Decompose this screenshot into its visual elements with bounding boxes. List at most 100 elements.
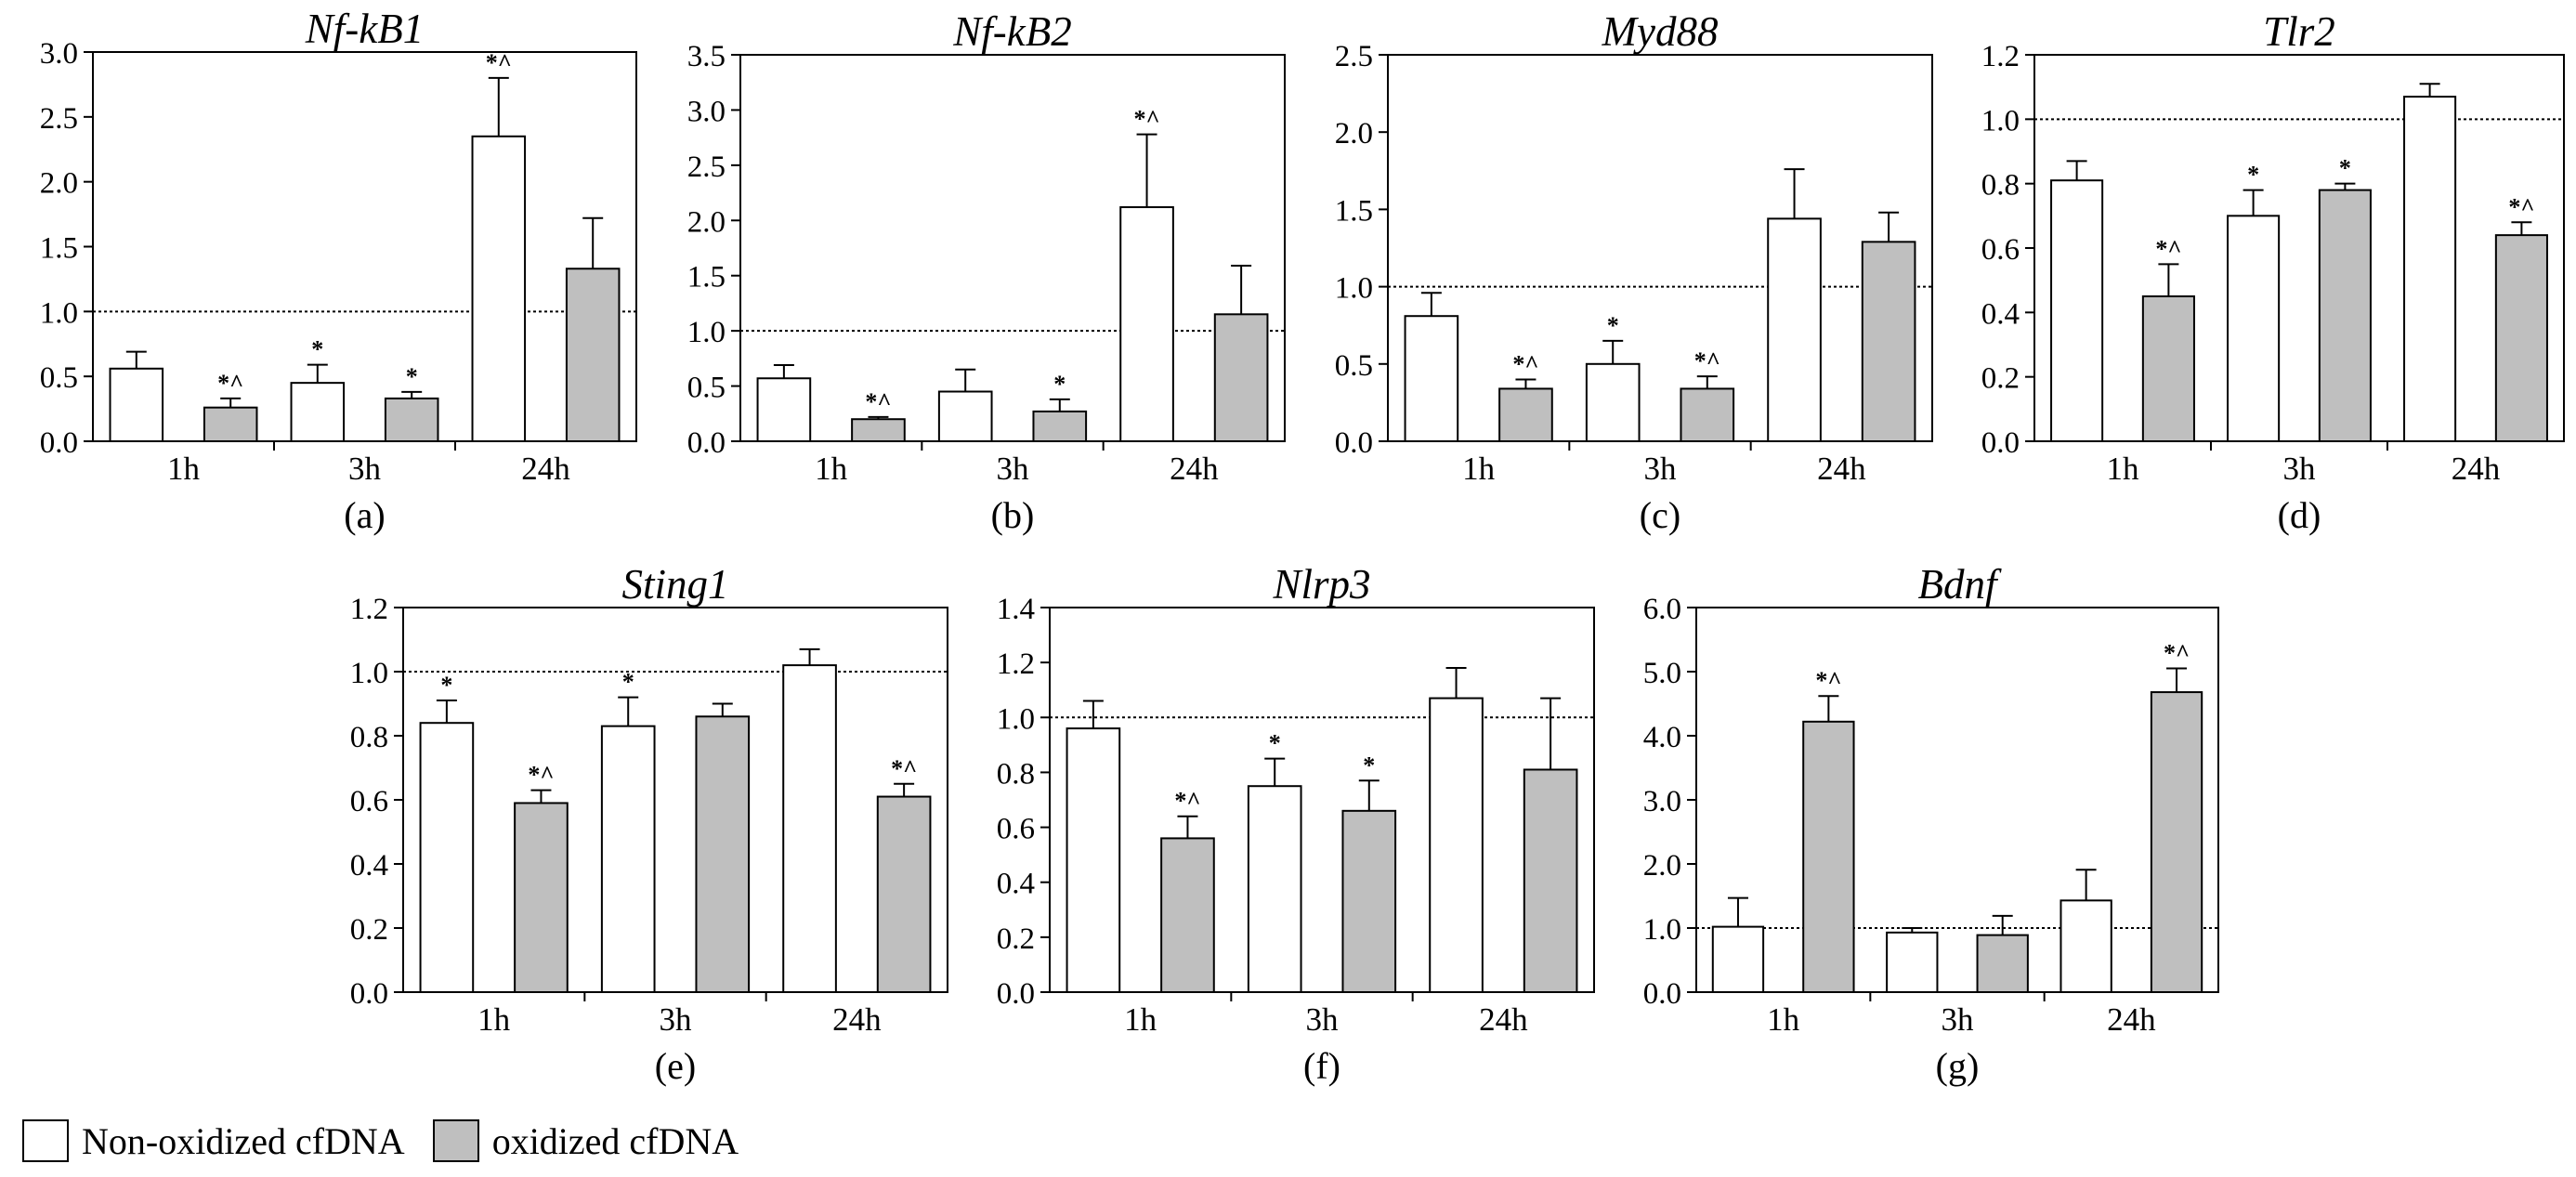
x-tick-label-1h: 1h [2107, 451, 2140, 487]
panel-label: (f) [1303, 1045, 1340, 1087]
legend-swatch-non-oxidized [22, 1119, 69, 1162]
x-tick-label-1h: 1h [1767, 1001, 1800, 1038]
chart-title: Nf-kB2 [952, 8, 1071, 55]
significance-marker: * [1269, 730, 1281, 757]
y-tick-label: 1.0 [1335, 272, 1373, 306]
y-tick-label: 0.5 [687, 372, 726, 405]
bar-non-oxidized-1h [1066, 727, 1121, 993]
y-tick-label: 0.6 [1981, 233, 2020, 267]
legend-label-oxidized: oxidized cfDNA [491, 1119, 739, 1162]
y-tick-label: 0.8 [1981, 169, 2020, 203]
y-tick-label: 1.4 [997, 593, 1035, 626]
bar-oxidized-1h [203, 406, 258, 443]
significance-marker: *^ [2508, 193, 2534, 220]
bar-non-oxidized-1h [109, 367, 164, 442]
y-tick-label: 0.4 [997, 868, 1035, 901]
x-tick-label-1h: 1h [477, 1001, 511, 1038]
chart-title: Nf-kB1 [305, 6, 424, 52]
bar-non-oxidized-3h [1585, 362, 1641, 442]
bar-non-oxidized-3h [2227, 215, 2281, 442]
y-tick-label: 2.5 [40, 102, 78, 136]
x-tick-label-24h: 24h [1479, 1001, 1528, 1038]
significance-marker: *^ [1174, 788, 1200, 815]
x-tick-label-3h: 3h [1306, 1001, 1340, 1038]
panel-label: (d) [2278, 494, 2321, 536]
legend: Non-oxidized cfDNA oxidized cfDNA [22, 1115, 739, 1167]
y-tick-label: 2.0 [1335, 117, 1373, 150]
bar-oxidized-24h [1523, 768, 1578, 993]
bar-oxidized-24h [876, 795, 932, 993]
y-tick-label: 2.0 [687, 205, 726, 239]
y-tick-label: 2.0 [1643, 849, 1681, 883]
bar-oxidized-1h [851, 418, 906, 443]
y-tick-label: 0.6 [997, 813, 1035, 846]
chart-panel--g-: 0.0 1.0 2.0 3.0 4.0 5.0 6.0 *^ 1h 3h *^ 24h Bdnf (g) [1643, 561, 2219, 1087]
bar-oxidized-3h [1680, 387, 1735, 443]
bar-non-oxidized-1h [2050, 179, 2104, 442]
significance-marker: *^ [486, 49, 512, 76]
significance-marker: * [406, 363, 418, 390]
chart-panel--d-: 0.0 0.2 0.4 0.6 0.8 1.0 1.2 *^ 1h * * 3h *^ 24h Tlr2 (d… [1981, 8, 2565, 536]
significance-marker: * [1607, 312, 1619, 339]
bar-non-oxidized-1h [1404, 315, 1459, 442]
y-tick-label: 0.5 [40, 361, 78, 395]
x-tick-label-1h: 1h [167, 451, 201, 487]
significance-marker: * [2339, 155, 2351, 182]
y-tick-label: 0.0 [1643, 977, 1681, 1011]
significance-marker: *^ [217, 370, 243, 397]
significance-marker: * [440, 672, 452, 699]
y-tick-label: 0.2 [997, 922, 1035, 956]
panel-label: (c) [1640, 494, 1680, 536]
significance-marker: * [311, 336, 323, 363]
y-tick-label: 5.0 [1643, 657, 1681, 690]
significance-marker: *^ [1815, 667, 1841, 694]
x-tick-label-24h: 24h [832, 1001, 882, 1038]
bar-non-oxidized-24h [471, 135, 527, 443]
plot-frame [1387, 54, 1933, 442]
x-tick-label-24h: 24h [1170, 451, 1219, 487]
y-tick-label: 1.0 [40, 296, 78, 330]
chart-panel--e-: 0.0 0.2 0.4 0.6 0.8 1.0 1.2 * *^ 1h * 3h *^ 24h Sting1… [350, 561, 948, 1087]
y-tick-label: 1.0 [350, 657, 388, 690]
x-tick-label-3h: 3h [1644, 451, 1678, 487]
bar-non-oxidized-24h [1119, 206, 1174, 442]
bar-oxidized-1h [514, 802, 569, 994]
bar-non-oxidized-3h [290, 382, 346, 442]
bar-oxidized-1h [2141, 295, 2195, 442]
x-tick-label-3h: 3h [997, 451, 1030, 487]
bar-oxidized-24h [2494, 234, 2548, 442]
x-tick-label-24h: 24h [2452, 451, 2501, 487]
plot-frame [739, 54, 1286, 442]
chart-panel--f-: 0.0 0.2 0.4 0.6 0.8 1.0 1.2 1.4 *^ 1h * * 3h 24h Nlrp3… [997, 561, 1595, 1087]
significance-marker: *^ [1512, 350, 1538, 377]
significance-marker: *^ [528, 762, 554, 789]
y-tick-label: 0.0 [1981, 426, 2020, 460]
bar-oxidized-24h [1213, 313, 1269, 443]
significance-marker: * [1363, 752, 1375, 778]
y-tick-label: 4.0 [1643, 721, 1681, 754]
y-tick-label: 3.0 [687, 95, 726, 128]
panel-label: (e) [655, 1045, 696, 1087]
significance-marker: *^ [1133, 106, 1159, 133]
bar-non-oxidized-24h [782, 664, 837, 993]
x-tick-label-24h: 24h [2107, 1001, 2156, 1038]
x-tick-label-3h: 3h [2283, 451, 2317, 487]
y-tick-label: 1.0 [997, 702, 1035, 736]
y-tick-label: 0.2 [350, 913, 388, 947]
bar-oxidized-24h [2150, 691, 2203, 994]
plot-frame [92, 51, 637, 442]
legend-swatch-oxidized [432, 1119, 479, 1162]
bar-non-oxidized-3h [1886, 931, 1939, 994]
bar-oxidized-1h [1802, 720, 1855, 993]
y-tick-label: 0.8 [350, 721, 388, 754]
y-tick-label: 1.0 [1981, 104, 2020, 137]
bar-non-oxidized-3h [1247, 785, 1302, 994]
x-tick-label-24h: 24h [1817, 451, 1866, 487]
bar-non-oxidized-24h [1767, 217, 1822, 442]
chart-title: Myd88 [1602, 8, 1719, 55]
chart-panel--b-: 0.0 0.5 1.0 1.5 2.0 2.5 3.0 3.5 *^ 1h * 3h *^ 24h Nf-k… [687, 8, 1286, 536]
y-tick-label: 2.5 [1335, 40, 1373, 73]
y-tick-label: 1.0 [1643, 913, 1681, 947]
y-tick-label: 3.0 [40, 37, 78, 71]
